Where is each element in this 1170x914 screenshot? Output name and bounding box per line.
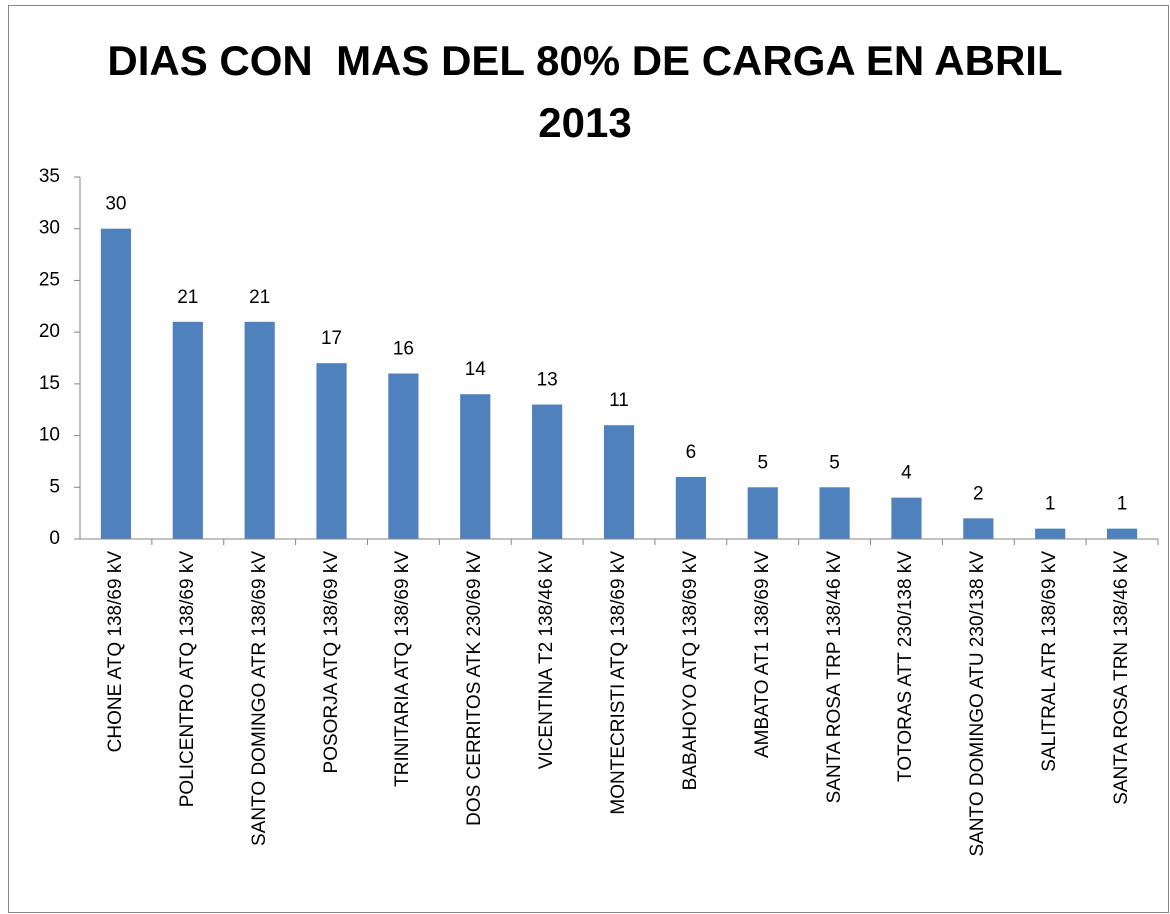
data-label: 5 <box>829 452 840 473</box>
y-tick-label: 5 <box>49 476 60 497</box>
chart-title: DIAS CON MAS DEL 80% DE CARGA EN ABRIL 2… <box>107 37 1075 146</box>
data-label: 21 <box>249 287 270 308</box>
x-tick-label: VICENTINA T2 138/46 kV <box>536 551 558 770</box>
data-label: 1 <box>1045 494 1056 515</box>
bar <box>1106 528 1138 539</box>
y-tick-label: 0 <box>49 528 60 549</box>
x-tick-label: BABAHOYO ATQ 138/69 kV <box>679 551 701 791</box>
x-tick-label: TRINITARIA ATQ 138/69 kV <box>392 551 414 787</box>
bar <box>891 497 922 539</box>
data-label: 1 <box>1117 494 1128 515</box>
bar <box>316 363 347 539</box>
bar <box>388 373 419 539</box>
x-tick-label: SALITRAL ATR 138/69 kV <box>1039 551 1061 772</box>
bar <box>172 321 203 539</box>
x-tick-label: MONTECRISTI ATQ 138/69 kV <box>608 551 629 815</box>
y-tick-label: 20 <box>39 321 60 342</box>
chart-border <box>8 5 1169 913</box>
x-tick-label: SANTO DOMINGO ATU 230/138 kV <box>967 551 989 857</box>
bar <box>819 487 850 539</box>
bar <box>963 518 994 539</box>
data-label: 21 <box>177 287 198 308</box>
y-tick-label: 35 <box>39 166 60 187</box>
bar <box>603 425 635 539</box>
x-tick-label: TOTORAS ATT 230/138 kV <box>895 551 917 782</box>
bar <box>244 321 275 539</box>
x-tick-label: CHONE ATQ 138/69 kV <box>104 551 126 753</box>
y-tick-label: 25 <box>39 269 60 290</box>
data-label: 11 <box>609 390 629 411</box>
bar <box>747 487 778 539</box>
data-label: 4 <box>901 463 912 484</box>
x-tick-label: POLICENTRO ATQ 138/69 kV <box>176 551 198 808</box>
bar <box>1035 528 1066 539</box>
data-label: 16 <box>393 339 414 360</box>
x-tick-label: POSORJA ATQ 138/69 kV <box>320 551 342 774</box>
data-label: 30 <box>105 194 126 215</box>
bar <box>532 404 563 539</box>
y-tick-label: 15 <box>39 373 60 394</box>
x-tick-label: AMBATO AT1 138/69 kV <box>751 551 773 758</box>
bar <box>675 476 706 539</box>
x-tick-label: SANTA ROSA TRN 138/46 kV <box>1111 551 1133 805</box>
data-label: 13 <box>537 370 558 391</box>
x-tick-label: SANTA ROSA TRP 138/46 kV <box>823 551 845 804</box>
y-tick-label: 10 <box>39 425 60 446</box>
x-tick-label: SANTO DOMINGO ATR 138/69 kV <box>248 551 270 846</box>
data-label: 17 <box>321 328 342 349</box>
data-label: 2 <box>973 483 984 504</box>
bar <box>100 228 132 539</box>
bar <box>460 394 491 539</box>
y-tick-label: 30 <box>39 218 60 239</box>
x-tick-label: DOS CERRITOS ATK 230/69 kV <box>464 551 486 826</box>
data-label: 5 <box>757 452 768 473</box>
data-label: 6 <box>686 442 697 463</box>
data-label: 14 <box>465 359 487 380</box>
